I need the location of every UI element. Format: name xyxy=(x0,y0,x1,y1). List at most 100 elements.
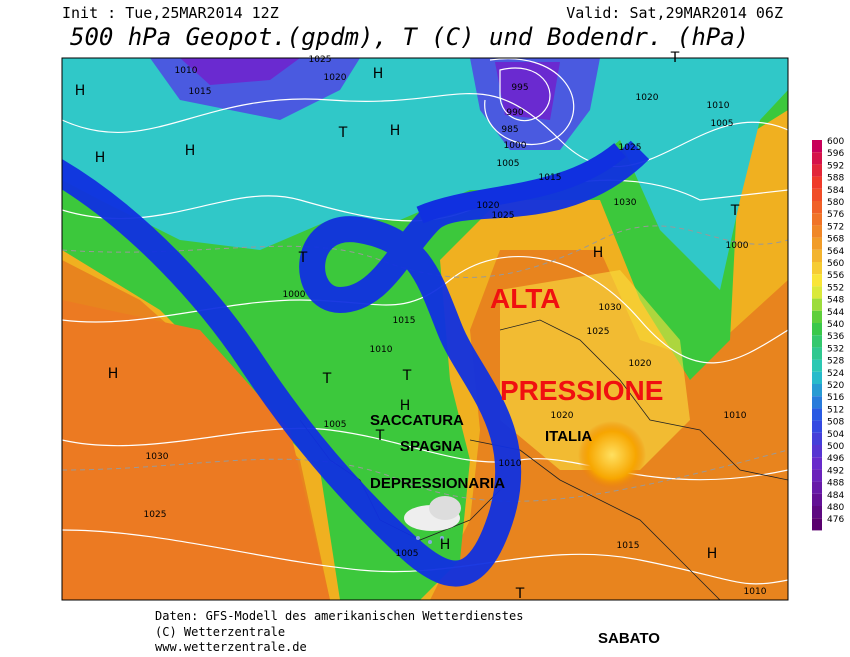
pressure-center: T xyxy=(322,371,332,387)
annotation-saccatura: SACCATURA xyxy=(370,412,464,429)
isobar-label: 1005 xyxy=(497,159,520,169)
colorbar-swatch xyxy=(812,274,822,287)
annotation-depressionaria: DEPRESSIONARIA xyxy=(370,475,505,492)
colorbar-swatch xyxy=(812,506,822,519)
pressure-center: H xyxy=(390,123,401,139)
colorbar-label: 564 xyxy=(827,247,844,257)
isobar-label: 1010 xyxy=(707,101,730,111)
colorbar-label: 492 xyxy=(827,466,844,476)
isobar-label: 1015 xyxy=(539,173,562,183)
isobar-label: 1005 xyxy=(711,119,734,129)
isobar-label: 990 xyxy=(506,108,523,118)
isobar-label: 1025 xyxy=(309,55,332,65)
colorbar-label: 548 xyxy=(827,296,844,306)
purple-field xyxy=(180,58,560,120)
isobar-label: 1030 xyxy=(614,198,637,208)
colorbar-label: 512 xyxy=(827,405,844,415)
colorbar-swatch xyxy=(812,201,822,214)
annotation-sabato: SABATO xyxy=(598,630,660,647)
valid-time: Valid: Sat,29MAR2014 06Z xyxy=(566,4,783,22)
colorbar-label: 488 xyxy=(827,479,844,489)
colorbar-label: 508 xyxy=(827,418,844,428)
colorbar-swatch xyxy=(812,371,822,384)
colorbar-swatch xyxy=(812,408,822,421)
colorbar-label: 588 xyxy=(827,174,844,184)
colorbar-swatch xyxy=(812,237,822,250)
footer-source: Daten: GFS-Modell des amerikanischen Wet… xyxy=(155,609,523,623)
colorbar-swatch xyxy=(812,310,822,323)
colorbar-swatch xyxy=(812,213,822,226)
colorbar-label: 580 xyxy=(827,198,844,208)
colorbar-swatch xyxy=(812,176,822,189)
colorbar-label: 572 xyxy=(827,222,844,232)
isobar-label: 1010 xyxy=(499,459,522,469)
colorbar-label: 592 xyxy=(827,161,844,171)
isobar-label: 1005 xyxy=(396,549,419,559)
colorbar-label: 576 xyxy=(827,210,844,220)
colorbar-swatch xyxy=(812,225,822,238)
isotherms xyxy=(62,225,788,502)
colorbar-label: 556 xyxy=(827,271,844,281)
colorbar-swatch xyxy=(812,249,822,262)
colorbar-label: 584 xyxy=(827,186,844,196)
colorbar-label: 516 xyxy=(827,393,844,403)
pressure-center: T xyxy=(515,586,525,602)
colorbar-swatch xyxy=(812,445,822,458)
isobar-label: 1010 xyxy=(175,66,198,76)
isobar-label: 1025 xyxy=(619,143,642,153)
colorbar-swatch xyxy=(812,359,822,372)
colorbar-swatch xyxy=(812,469,822,482)
pressure-center: T xyxy=(670,50,680,66)
colorbar-label: 600 xyxy=(827,137,844,147)
colorbar-label: 480 xyxy=(827,503,844,513)
colorbar-label: 504 xyxy=(827,430,844,440)
colorbar-swatch xyxy=(812,457,822,470)
footer-url: www.wetterzentrale.de xyxy=(155,640,307,654)
colorbar-swatch xyxy=(812,323,822,336)
pressure-center: T xyxy=(730,203,740,219)
isobar-label: 1025 xyxy=(144,510,167,520)
colorbar-label: 536 xyxy=(827,332,844,342)
colorbar-label: 552 xyxy=(827,283,844,293)
colorbar-swatch xyxy=(812,188,822,201)
pressure-center: H xyxy=(400,398,411,414)
footer-copyright: (C) Wetterzentrale xyxy=(155,625,285,639)
colorbar-label: 544 xyxy=(827,308,844,318)
colorbar-label: 524 xyxy=(827,369,844,379)
map-field xyxy=(62,58,788,600)
colorbar-swatch xyxy=(812,432,822,445)
isobar-label: 1000 xyxy=(504,141,527,151)
cloud-icon xyxy=(404,496,461,544)
pressure-center: H xyxy=(185,143,196,159)
pressure-center: T xyxy=(338,125,348,141)
annotation-italia: ITALIA xyxy=(545,428,592,445)
colorbar-swatch xyxy=(812,384,822,397)
isobar-label: 1000 xyxy=(283,290,306,300)
colorbar-swatch xyxy=(812,262,822,275)
pressure-center: H xyxy=(373,66,384,82)
pressure-center: T xyxy=(402,368,412,384)
colorbar-swatch xyxy=(812,518,822,531)
init-time: Init : Tue,25MAR2014 12Z xyxy=(62,4,279,22)
colorbar-label: 568 xyxy=(827,235,844,245)
colorbar-label: 500 xyxy=(827,442,844,452)
isobar-label: 1020 xyxy=(477,201,500,211)
isobar-label: 985 xyxy=(501,125,518,135)
isobar-label: 1005 xyxy=(324,420,347,430)
colorbar-label: 520 xyxy=(827,381,844,391)
annotation-spagna: SPAGNA xyxy=(400,438,463,455)
colorbar-swatch xyxy=(812,164,822,177)
cyan-field xyxy=(62,58,788,290)
isobar-label: 1020 xyxy=(629,359,652,369)
isobar-label: 1020 xyxy=(324,73,347,83)
colorbar-swatch xyxy=(812,286,822,299)
map-title: 500 hPa Geopot.(gpdm), T (C) und Bodendr… xyxy=(70,23,749,51)
sun-icon xyxy=(578,421,646,489)
isobar-label: 1030 xyxy=(599,303,622,313)
colorbar-label: 496 xyxy=(827,454,844,464)
annotation-alta: ALTA xyxy=(490,283,561,314)
colorbar-swatch xyxy=(812,420,822,433)
colorbar-swatch xyxy=(812,140,822,153)
isobar-label: 1015 xyxy=(393,316,416,326)
